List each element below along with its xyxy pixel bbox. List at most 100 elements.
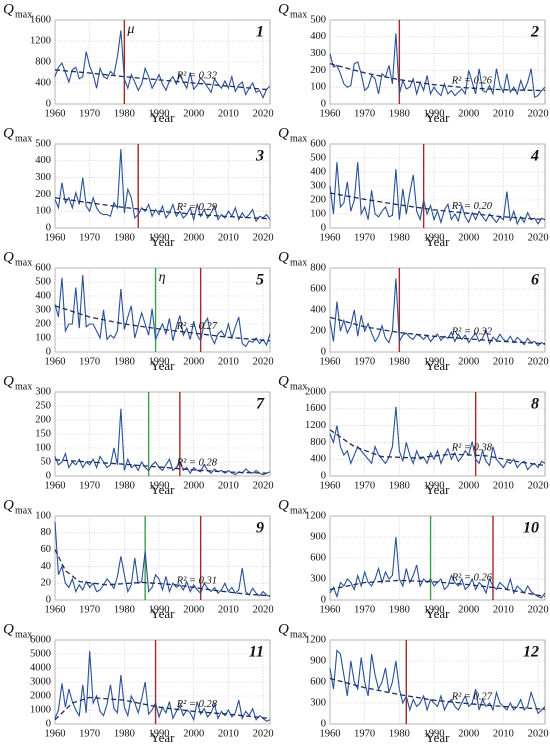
panel-number: 12 [523, 644, 539, 661]
y-axis-label: Q [278, 125, 289, 141]
y-tick-label: 400 [310, 304, 326, 315]
x-tick-label: 2000 [458, 604, 479, 615]
x-tick-label: 2000 [183, 108, 204, 119]
x-tick-label: 2020 [528, 232, 549, 243]
panel-number: 3 [255, 148, 264, 165]
x-tick-label: 1970 [79, 728, 100, 739]
x-tick-label: 2020 [253, 604, 274, 615]
x-tick-label: 2000 [458, 480, 479, 491]
r-squared-label: R² = 0.31 [176, 575, 217, 586]
x-tick-label: 1960 [45, 232, 66, 243]
x-tick-label: 1960 [45, 480, 66, 491]
y-tick-label: 300 [310, 180, 326, 191]
y-tick-label: 6000 [30, 634, 51, 645]
x-tick-label: 1970 [79, 108, 100, 119]
data-line [54, 408, 271, 476]
data-line [54, 149, 271, 223]
x-axis-label: Year [151, 234, 176, 249]
y-tick-label: 0 [46, 222, 51, 233]
x-tick-label: 2010 [493, 232, 514, 243]
y-tick-label: 600 [310, 552, 326, 563]
x-tick-label: 1960 [45, 356, 66, 367]
x-tick-label: 2000 [183, 728, 204, 739]
x-tick-label: 1980 [114, 728, 135, 739]
y-tick-label: 400 [310, 31, 326, 42]
x-axis-label: Year [426, 730, 451, 744]
change-point-label: μ [126, 22, 134, 37]
y-axis-label: Q [3, 621, 14, 637]
plot-area [54, 391, 271, 477]
y-axis-label: Q [278, 373, 289, 389]
x-tick-label: 2020 [253, 356, 274, 367]
x-axis-label: Year [426, 606, 451, 621]
r-squared-label: R² = 0.29 [176, 202, 218, 213]
y-tick-label: 600 [310, 283, 326, 294]
y-axis-label: Q [278, 621, 289, 637]
y-tick-label: 200 [35, 318, 51, 329]
x-tick-label: 1970 [79, 480, 100, 491]
x-axis-label: Year [426, 482, 451, 497]
data-line [329, 33, 546, 99]
y-tick-label: 4000 [30, 662, 51, 673]
y-axis-label-subscript: max [15, 257, 32, 268]
panel-number: 6 [531, 272, 539, 289]
y-tick-label: 1200 [30, 35, 51, 46]
trend-line [54, 549, 271, 597]
y-tick-label: 500 [35, 138, 51, 149]
y-tick-label: 1000 [30, 704, 51, 715]
y-tick-label: 400 [35, 290, 51, 301]
y-axis-label: Q [278, 497, 289, 513]
x-tick-label: 2020 [528, 480, 549, 491]
y-tick-label: 1200 [305, 634, 326, 645]
x-tick-label: 1970 [354, 728, 375, 739]
y-tick-label: 500 [35, 276, 51, 287]
plot-area [54, 143, 271, 229]
trend-line [54, 69, 271, 91]
x-tick-label: 1980 [389, 356, 410, 367]
y-tick-label: 0 [46, 346, 51, 357]
x-tick-label: 2010 [493, 108, 514, 119]
y-tick-label: 0 [321, 346, 326, 357]
y-tick-label: 800 [310, 437, 326, 448]
x-tick-label: 1990 [424, 728, 445, 739]
x-tick-label: 2000 [183, 356, 204, 367]
x-tick-label: 1990 [149, 356, 170, 367]
x-tick-label: 2010 [218, 728, 239, 739]
y-tick-label: 400 [35, 77, 51, 88]
x-tick-label: 1990 [149, 604, 170, 615]
y-tick-label: 200 [310, 325, 326, 336]
x-tick-label: 2010 [493, 356, 514, 367]
y-tick-label: 800 [310, 262, 326, 273]
panel-number: 7 [256, 396, 265, 413]
y-tick-label: 0 [321, 718, 326, 729]
x-tick-label: 2000 [458, 356, 479, 367]
plot-area [329, 391, 546, 477]
x-tick-label: 2000 [458, 232, 479, 243]
x-axis-label: Year [151, 606, 176, 621]
x-tick-label: 2020 [253, 108, 274, 119]
x-tick-label: 1970 [354, 604, 375, 615]
y-tick-label: 3000 [30, 676, 51, 687]
x-tick-label: 2010 [493, 604, 514, 615]
y-axis-label: Q [278, 249, 289, 265]
x-tick-label: 1960 [320, 356, 341, 367]
panel-number: 10 [523, 520, 539, 537]
x-tick-label: 2020 [253, 480, 274, 491]
data-line [54, 521, 271, 598]
y-tick-label: 600 [310, 138, 326, 149]
y-axis-label-subscript: max [290, 381, 307, 392]
data-line [54, 274, 271, 348]
y-tick-label: 300 [35, 386, 51, 397]
y-tick-label: 0 [321, 98, 326, 109]
x-tick-label: 2020 [253, 232, 274, 243]
y-tick-label: 5000 [30, 648, 51, 659]
y-axis-label: Q [3, 373, 14, 389]
x-tick-label: 1990 [149, 108, 170, 119]
y-tick-label: 400 [35, 155, 51, 166]
trend-line [329, 192, 546, 221]
y-tick-label: 1600 [30, 14, 51, 25]
r-squared-label: R² = 0.27 [176, 321, 218, 332]
y-tick-label: 200 [35, 189, 51, 200]
y-tick-label: 1200 [305, 420, 326, 431]
x-tick-label: 2010 [218, 480, 239, 491]
